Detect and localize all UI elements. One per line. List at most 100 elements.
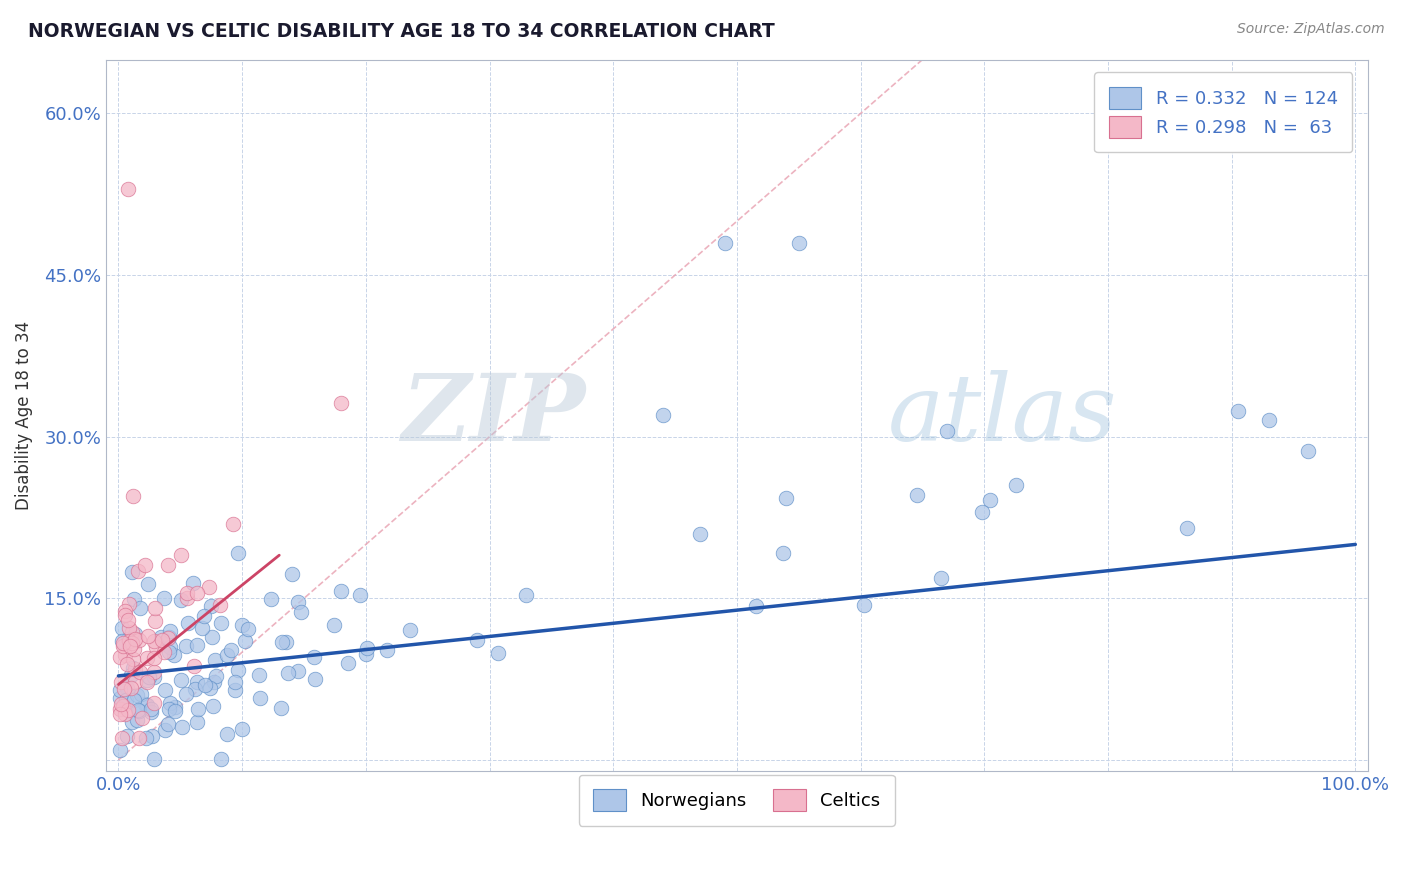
Point [204,669,226,683]
Point [186,586,208,600]
Point [209,598,232,612]
Point [217,727,239,741]
Point [129,687,152,701]
Point [354,647,377,661]
Point [153,591,176,605]
Point [200,681,222,695]
Point [270,635,292,649]
Point [287,595,309,609]
Point [108,702,131,716]
Point [713,235,735,250]
Point [287,665,309,679]
Point [163,700,186,714]
Point [176,591,198,606]
Point [142,651,165,665]
Point [111,731,134,746]
Point [124,674,146,689]
Point [157,645,180,659]
Point [111,621,134,635]
Point [304,672,326,686]
Point [744,599,766,614]
Point [290,605,312,619]
Point [142,696,165,710]
Point [200,599,222,613]
Point [112,635,135,649]
Point [260,591,283,606]
Point [128,704,150,718]
Point [231,618,253,632]
Point [935,424,957,438]
Text: Source: ZipAtlas.com: Source: ZipAtlas.com [1237,22,1385,37]
Point [1005,478,1028,492]
Point [970,505,993,519]
Point [375,643,398,657]
Point [775,491,797,505]
Point [111,633,134,648]
Point [281,566,304,581]
Point [136,675,159,690]
Point [204,653,226,667]
Point [110,697,132,711]
Point [209,752,232,766]
Point [122,661,145,675]
Point [112,682,135,697]
Point [198,581,221,595]
Point [157,717,180,731]
Point [127,564,149,578]
Point [202,675,225,690]
Point [145,614,167,628]
Point [186,638,208,652]
Point [233,633,256,648]
Point [979,492,1001,507]
Point [156,558,179,573]
Point [121,714,143,729]
Point [114,608,136,623]
Legend: Norwegians, Celtics: Norwegians, Celtics [579,775,896,826]
Point [224,675,246,690]
Point [772,546,794,560]
Point [143,670,166,684]
Point [138,670,160,684]
Point [139,705,162,719]
Point [330,395,353,409]
Point [136,629,159,643]
Point [124,627,146,641]
Point [141,729,163,743]
Point [159,697,181,711]
Point [929,571,952,585]
Point [302,650,325,665]
Point [183,659,205,673]
Point [118,634,141,648]
Point [110,682,132,697]
Point [112,698,135,713]
Point [120,681,142,695]
Point [170,720,193,734]
Point [1296,443,1319,458]
Point [142,634,165,648]
Point [169,548,191,562]
Point [174,687,197,701]
Point [114,604,136,618]
Point [329,584,352,599]
Point [128,731,150,746]
Point [121,565,143,579]
Point [515,588,537,602]
Point [134,558,156,572]
Point [122,489,145,503]
Text: NORWEGIAN VS CELTIC DISABILITY AGE 18 TO 34 CORRELATION CHART: NORWEGIAN VS CELTIC DISABILITY AGE 18 TO… [28,22,775,41]
Point [337,657,360,671]
Point [193,608,215,623]
Point [249,691,271,706]
Point [157,702,180,716]
Point [115,681,138,695]
Point [135,698,157,713]
Point [191,621,214,635]
Point [108,649,131,664]
Point [155,682,177,697]
Point [226,664,249,678]
Point [238,622,260,636]
Point [184,681,207,696]
Point [159,640,181,654]
Point [186,675,208,690]
Point [127,703,149,717]
